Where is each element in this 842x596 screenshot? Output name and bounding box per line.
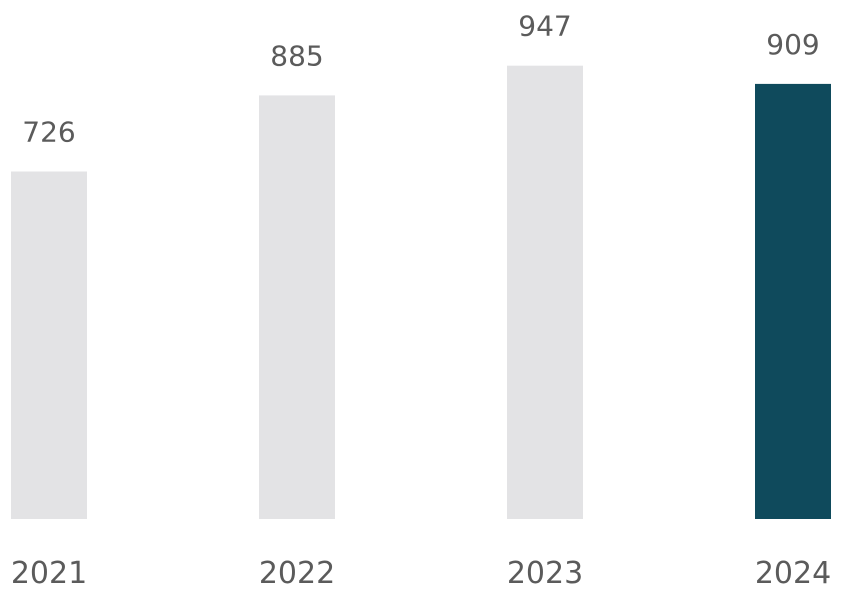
data-label-2024: 909	[766, 28, 819, 61]
data-label-2023: 947	[518, 10, 571, 43]
bar-2021	[11, 171, 87, 519]
x-tick-label-2023: 2023	[507, 556, 583, 591]
x-tick-label-2024: 2024	[755, 556, 831, 591]
x-tick-label-2022: 2022	[259, 556, 335, 591]
year-labels-layer: 2021 2022 2023 2024	[11, 556, 831, 591]
bar-2022	[259, 95, 335, 520]
data-label-2022: 885	[270, 39, 323, 72]
bar-2023	[507, 65, 583, 519]
bars-layer	[11, 65, 831, 520]
data-label-2021: 726	[22, 116, 75, 149]
bar-2024	[755, 83, 831, 520]
x-tick-label-2021: 2021	[11, 556, 87, 591]
value-labels-layer: 726 885 947 909	[22, 10, 819, 149]
